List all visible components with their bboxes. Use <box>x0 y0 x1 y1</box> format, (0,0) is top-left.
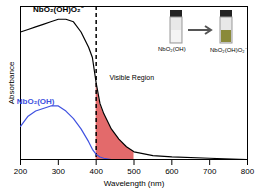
svg-text:400: 400 <box>89 167 103 176</box>
svg-text:800: 800 <box>241 167 255 176</box>
svg-text:300: 300 <box>52 167 66 176</box>
svg-text:500: 500 <box>127 167 141 176</box>
svg-text:200: 200 <box>14 167 28 176</box>
svg-text:NbO₂(OH): NbO₂(OH) <box>17 97 55 106</box>
svg-text:700: 700 <box>203 167 217 176</box>
svg-text:Absorbance: Absorbance <box>7 61 16 104</box>
html-text:NbO₂(OH)O₂⁻: NbO₂(OH)O₂⁻ <box>210 47 247 53</box>
svg-text:Wavelength (nm): Wavelength (nm) <box>104 179 165 188</box>
svg-text:NbO₂(OH)O₂⁻: NbO₂(OH)O₂⁻ <box>33 5 84 14</box>
html-text:NbO₂(OH): NbO₂(OH) <box>158 46 186 52</box>
svg-text:600: 600 <box>165 167 179 176</box>
svg-text:Visible Region: Visible Region <box>109 74 154 82</box>
